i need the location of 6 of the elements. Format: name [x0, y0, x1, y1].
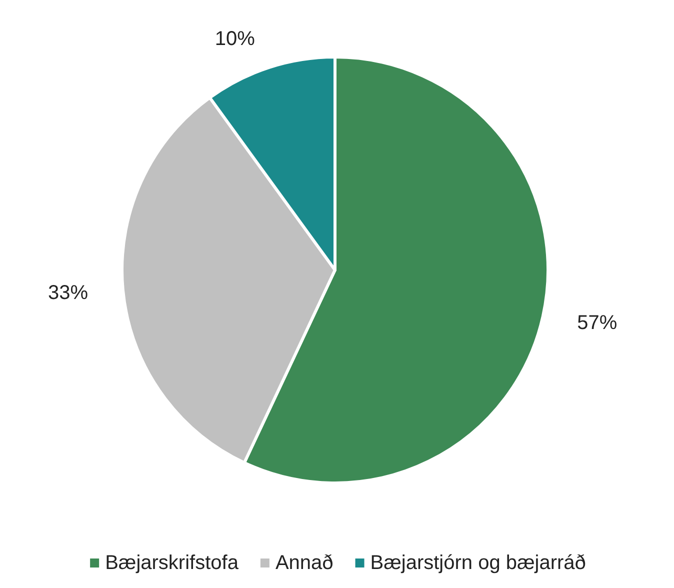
- data-label: 57%: [577, 312, 618, 334]
- legend-label: Annað: [275, 552, 334, 574]
- data-label: 10%: [214, 28, 256, 50]
- legend-label: Bæjarstjórn og bæjarráð: [370, 552, 586, 574]
- data-label: 33%: [48, 282, 88, 304]
- legend-label: Bæjarskrifstofa: [105, 552, 240, 574]
